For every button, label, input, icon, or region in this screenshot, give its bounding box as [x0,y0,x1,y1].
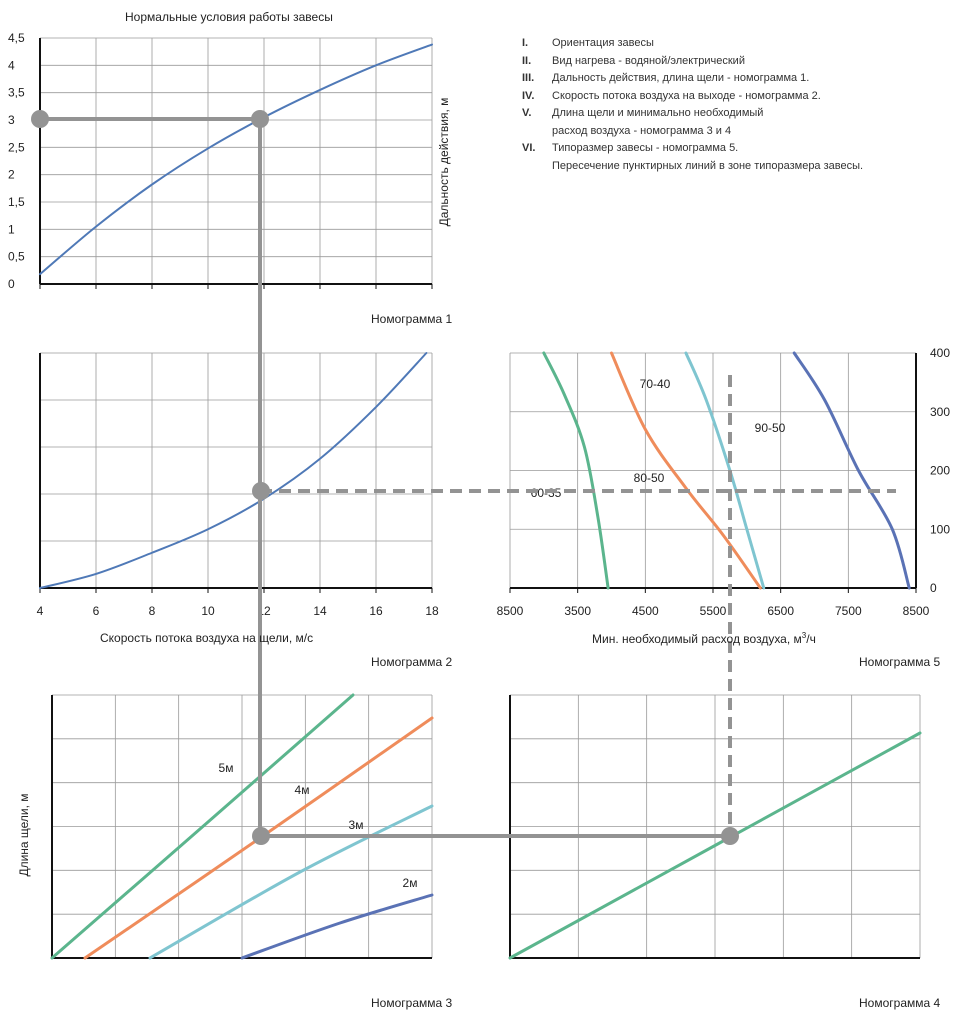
nomogram1-title: Нормальные условия работы завесы [125,10,333,24]
nomogram5-xtick-label: 6500 [767,604,794,618]
nomogram5-ytick-label: 0 [930,581,937,595]
nomogram1-ytick-label: 2 [8,168,15,182]
nomogram1-ytick-label: 0,5 [8,250,25,264]
nomogram2-xtick-label: 18 [425,604,439,618]
nomogram3-line-5m [50,693,355,960]
legend-item: V. Длина щели и минимально необходимый [522,105,942,123]
legend-item: II. Вид нагрева - водяной/электрический [522,53,942,71]
nomogram5-ytick-label: 300 [930,405,950,419]
legend-item-text: Длина щели и минимально необходимый [552,107,764,119]
nomogram5-ytick-label: 200 [930,464,950,478]
nomogram2-xlabel: Скорость потока воздуха на щели, м/с [100,631,314,645]
nomogram5-xtick-label: 8500 [497,604,524,618]
nomogram5-curve-90-50 [792,351,911,590]
legend-item-number: II. [522,54,532,67]
legend-item: I. Ориентация завесы [522,35,942,53]
nomogram2-speed-curve [39,352,428,589]
nomogram1-caption: Номограмма 1 [371,312,453,326]
nomogram1-ytick-label: 0 [8,277,15,291]
nomogram4-line [508,731,922,960]
legend-item: IV. Скорость потока воздуха на выходе - н… [522,88,942,106]
nomogram1-ytick-label: 3,5 [8,86,25,100]
legend-item-continuation: расход воздуха - номограмма 3 и 4 [552,124,732,137]
nomogram4-caption: Номограмма 4 [859,996,941,1010]
nomogram2-xtick-label: 10 [201,604,215,618]
nomogram1-range-curve [39,43,433,276]
nomogram2-xtick-label: 16 [369,604,383,618]
nomogram5-label-80-50: 80-50 [634,471,665,485]
legend-item: III. Дальность действия, длина щели - ном… [522,70,942,88]
nomogram5-xtick-label: 5500 [700,604,727,618]
nomogram1-ytick-label: 3 [8,113,15,127]
guide-marker-dot [721,827,739,845]
guide-marker-dot [252,827,270,845]
nomogram1-ytick-label: 1 [8,222,15,236]
legend-item-continuation: Пересечение пунктирных линий в зоне типо… [552,159,864,172]
nomogram3-ylabel: Длина щели, м [17,793,31,876]
nomogram5-label-70-40: 70-40 [640,377,671,391]
nomogram1-ytick-label: 4 [8,58,15,72]
nomogram5-ytick-label: 400 [930,346,950,360]
nomogram3-label-4m: 4м [295,783,310,797]
legend-item: VI. Типоразмер завесы - номограмма 5. [522,140,942,158]
legend-item-text: Ориентация завесы [552,37,654,49]
legend-item-number: IV. [522,89,535,102]
nomogram2-caption: Номограмма 2 [371,655,453,669]
guide-marker-dot [252,482,270,500]
legend-item-number: VI. [522,142,536,154]
nomogram5-xtick-label: 4500 [632,604,659,618]
nomogram2-xtick-label: 6 [93,604,100,618]
nomogram1-ytick-label: 1,5 [8,195,25,209]
nomogram5-xtick-label: 8500 [903,604,930,618]
nomogram3-line-2m [240,893,434,960]
nomogram3-label-3m: 3м [349,818,364,832]
nomogram2-xtick-label: 8 [149,604,156,618]
nomogram5-label-90-50: 90-50 [755,421,786,435]
nomogram3-line-3m [148,804,434,960]
legend-item-number: I. [522,37,529,49]
nomogram5-curve-80-50 [610,351,762,590]
nomogram5-xtick-label: 7500 [835,604,862,618]
nomogram5-xtick-label: 3500 [564,604,591,618]
legend-list: I. Ориентация завесы II. Вид нагрева - водя… [522,35,942,175]
guide-marker-dot [251,110,269,128]
nomogram5-ytick-label: 100 [930,522,950,536]
nomogram3-label-2m: 2м [403,876,418,890]
nomogram3-label-5m: 5м [219,761,234,775]
nomogram1-ytick-label: 4,5 [8,31,25,45]
nomogram5-curve-60-35 [542,351,610,590]
legend-item-number: III. [522,72,535,84]
guide-marker-dot [31,110,49,128]
nomogram2-xtick-label: 14 [313,604,327,618]
nomogram5-caption: Номограмма 5 [859,655,941,669]
nomogram1-ylabel: Дальность действия, м [437,98,451,227]
nomogram5-xlabel: Мин. необходимый расход воздуха, м3/ч [592,631,816,646]
legend-item-text: Вид нагрева - водяной/электрический [552,54,745,67]
legend-item-text: Типоразмер завесы - номограмма 5. [552,142,739,154]
nomogram2-xtick-label: 4 [37,604,44,618]
legend-item-number: V. [522,107,532,119]
legend-item-text: Скорость потока воздуха на выходе - номо… [552,89,821,102]
nomogram1-ytick-label: 2,5 [8,140,25,154]
nomogram3-caption: Номограмма 3 [371,996,453,1010]
legend-item-text: Дальность действия, длина щели - номогра… [552,72,810,84]
